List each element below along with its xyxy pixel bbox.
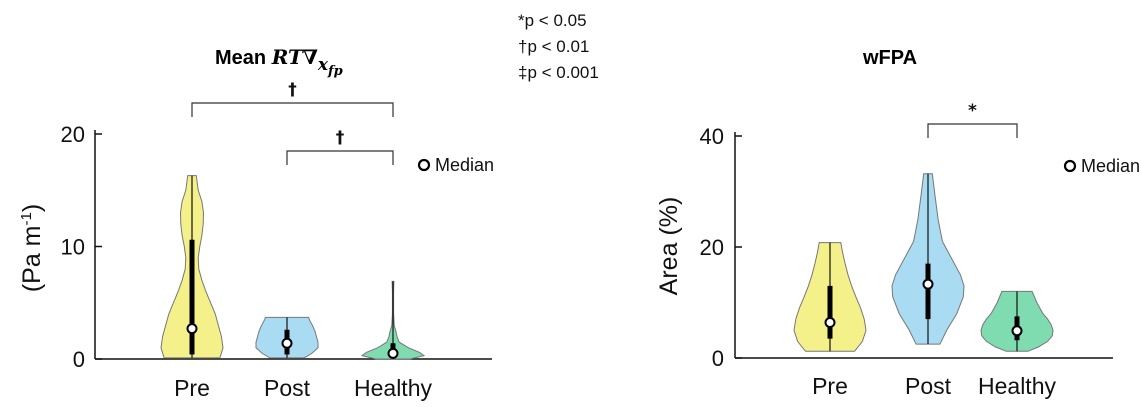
right-violin-plot: 0 20 40 Pre Post Healthy Median * bbox=[700, 101, 1141, 399]
right-chart-title: wFPA bbox=[862, 47, 917, 69]
y-tick-label: 20 bbox=[61, 122, 85, 147]
significance-bracket bbox=[191, 102, 394, 117]
significance-mark: * bbox=[968, 101, 977, 121]
median-marker-healthy bbox=[1011, 325, 1023, 337]
x-category-label: Pre bbox=[812, 373, 848, 399]
x-category-label: Healthy bbox=[354, 375, 432, 401]
y-tick-label: 0 bbox=[73, 347, 85, 372]
median-marker-pre bbox=[186, 323, 198, 335]
significance-mark: † bbox=[336, 128, 345, 148]
significance-mark: † bbox=[288, 80, 297, 100]
x-category-label: Post bbox=[905, 373, 952, 399]
significance-legend: *p < 0.05 †p < 0.01 ‡p < 0.001 bbox=[518, 8, 599, 86]
x-category-label: Pre bbox=[174, 375, 210, 401]
x-category-label: Healthy bbox=[978, 373, 1056, 399]
sig-legend-p001: †p < 0.01 bbox=[518, 37, 590, 56]
left-chart-title: Mean RT∇xfp bbox=[215, 45, 343, 79]
significance-bracket bbox=[286, 150, 394, 165]
right-y-axis-label: Area (%) bbox=[655, 197, 683, 296]
median-marker-pre bbox=[824, 316, 836, 328]
y-tick-label: 20 bbox=[700, 235, 724, 260]
x-category-label: Post bbox=[264, 375, 311, 401]
median-marker-post bbox=[281, 337, 293, 349]
median-marker-healthy bbox=[387, 347, 399, 359]
legend-median-marker bbox=[417, 158, 431, 172]
legend-median-label: Median bbox=[435, 155, 494, 175]
median-marker-post bbox=[922, 278, 934, 290]
y-tick-label: 0 bbox=[712, 346, 724, 371]
legend-median-marker bbox=[1063, 159, 1077, 173]
significance-bracket bbox=[927, 123, 1018, 138]
left-violin-plot: 0 10 20 Pre Post Healthy Median † † bbox=[61, 80, 495, 401]
y-tick-label: 10 bbox=[61, 235, 85, 260]
sig-legend-p005: *p < 0.05 bbox=[518, 11, 587, 30]
y-tick-label: 40 bbox=[700, 124, 724, 149]
legend-median-label: Median bbox=[1081, 156, 1140, 176]
sig-legend-p0001: ‡p < 0.001 bbox=[518, 63, 599, 82]
left-y-axis-label: (Pa m-1) bbox=[18, 204, 46, 292]
